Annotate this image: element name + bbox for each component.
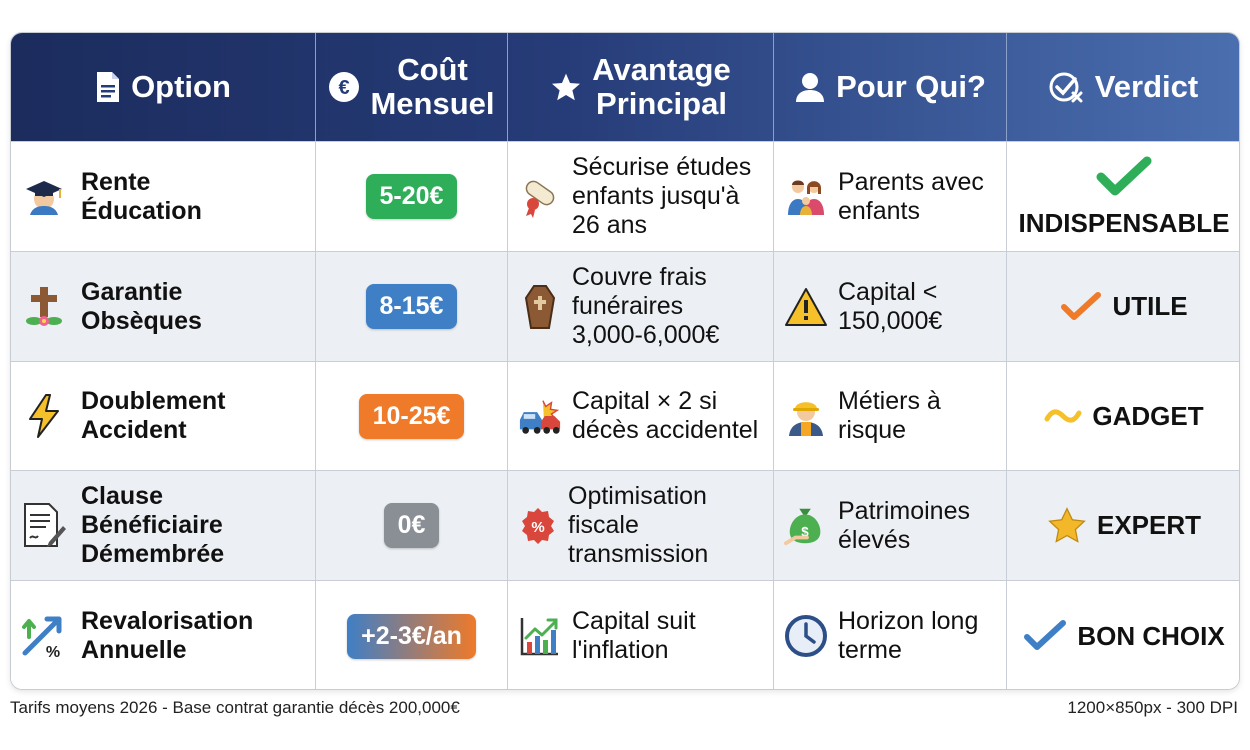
- row-3-option: Doublement Accident: [11, 361, 316, 470]
- verdict-label: UTILE: [1112, 291, 1188, 321]
- check-x-icon: [1049, 71, 1085, 103]
- cost-pill: 0€: [383, 503, 440, 548]
- growth-percent-icon: %: [21, 613, 67, 659]
- worker-icon: [784, 394, 828, 438]
- warning-icon: [784, 285, 828, 329]
- header-who: Pour Qui?: [774, 33, 1007, 141]
- who-text: Patrimoines élevés: [838, 496, 970, 554]
- car-crash-icon: [518, 394, 562, 438]
- money-bag-icon: $: [784, 504, 828, 548]
- verdict-label: INDISPENSABLE: [1018, 208, 1230, 238]
- row-5-advantage: Capital suit l'inflation: [508, 580, 774, 689]
- who-text: Parents avec enfants: [838, 167, 984, 225]
- row-1-cost: 5-20€: [316, 141, 508, 251]
- row-5-who: Horizon long terme: [774, 580, 1007, 689]
- svg-text:%: %: [46, 644, 60, 659]
- advantage-text: Couvre frais funéraires 3,000-6,000€: [572, 263, 720, 349]
- row-3-verdict: GADGET: [1007, 361, 1239, 470]
- row-4-cost: 0€: [316, 470, 508, 580]
- option-name: Doublement Accident: [81, 387, 226, 444]
- svg-text:$: $: [801, 524, 809, 539]
- cost-pill: 5-20€: [365, 174, 458, 219]
- advantage-text: Optimisation fiscale transmission: [568, 482, 709, 568]
- cost-pill: +2-3€/an: [347, 613, 476, 659]
- row-1-option: Rente Éducation: [11, 141, 316, 251]
- row-1-verdict: INDISPENSABLE: [1007, 141, 1239, 251]
- row-2-advantage: Couvre frais funéraires 3,000-6,000€: [508, 251, 774, 361]
- comparison-table: Option € Coût Mensuel Avantage Principal…: [10, 32, 1240, 690]
- row-2-who: Capital < 150,000€: [774, 251, 1007, 361]
- row-4-verdict: EXPERT: [1007, 470, 1239, 580]
- header-option-label: Option: [131, 69, 231, 104]
- row-3-cost: 10-25€: [316, 361, 508, 470]
- row-4-advantage: % Optimisation fiscale transmission: [508, 470, 774, 580]
- verdict-label: EXPERT: [1096, 510, 1202, 540]
- diploma-icon: [518, 175, 562, 219]
- family-icon: [784, 175, 828, 219]
- coffin-icon: [518, 284, 562, 329]
- tilde-icon: [1044, 407, 1082, 425]
- row-3-advantage: Capital × 2 si décès accidentel: [508, 361, 774, 470]
- lightning-icon: [21, 393, 67, 439]
- row-5-option: % Revalorisation Annuelle: [11, 580, 316, 689]
- euro-icon: €: [328, 71, 360, 103]
- row-1-who: Parents avec enfants: [774, 141, 1007, 251]
- header-verdict: Verdict: [1007, 33, 1239, 141]
- advantage-text: Sécurise études enfants jusqu'à 26 ans: [572, 153, 752, 239]
- header-verdict-label: Verdict: [1094, 69, 1199, 104]
- cost-pill: 10-25€: [358, 393, 465, 439]
- check-orange-icon: [1060, 291, 1102, 323]
- row-1-advantage: Sécurise études enfants jusqu'à 26 ans: [508, 141, 774, 251]
- who-text: Horizon long terme: [838, 607, 979, 664]
- header-advantage-label: Avantage Principal: [592, 52, 731, 121]
- star-header-icon: [550, 71, 582, 103]
- advantage-text: Capital suit l'inflation: [572, 607, 696, 664]
- graduate-icon: [21, 174, 67, 220]
- verdict-label: GADGET: [1092, 400, 1204, 431]
- header-option: Option: [11, 33, 316, 141]
- row-5-cost: +2-3€/an: [316, 580, 508, 689]
- user-icon: [794, 71, 826, 103]
- svg-text:%: %: [531, 519, 544, 536]
- verdict-label: BON CHOIX: [1077, 620, 1225, 651]
- cross-flower-icon: [21, 284, 67, 330]
- cost-pill: 8-15€: [365, 284, 458, 329]
- document-pen-icon: [21, 502, 67, 549]
- footer-spec: 1200×850px - 300 DPI: [1067, 698, 1238, 717]
- row-4-who: $ Patrimoines élevés: [774, 470, 1007, 580]
- row-2-verdict: UTILE: [1007, 251, 1239, 361]
- clock-icon: [784, 614, 828, 658]
- advantage-block: % Optimisation fiscale transmission: [518, 482, 763, 569]
- header-cost-label: Coût Mensuel: [370, 52, 495, 121]
- who-text: Métiers à risque: [838, 387, 941, 444]
- star-icon: [1047, 506, 1087, 545]
- row-2-option: Garantie Obsèques: [11, 251, 316, 361]
- check-blue-icon: [1023, 619, 1067, 653]
- header-cost: € Coût Mensuel: [316, 33, 508, 141]
- who-text: Capital < 150,000€: [838, 277, 943, 335]
- footer-note: Tarifs moyens 2026 - Base contrat garant…: [10, 698, 460, 717]
- document-icon: [95, 71, 121, 103]
- row-3-who: Métiers à risque: [774, 361, 1007, 470]
- option-name: Revalorisation Annuelle: [81, 607, 254, 664]
- option-name: Clause Bénéficiaire Démembrée: [81, 482, 225, 568]
- percent-badge-icon: %: [518, 506, 558, 546]
- advantage-text: Capital × 2 si décès accidentel: [572, 387, 759, 444]
- chart-up-icon: [518, 614, 562, 658]
- row-5-verdict: BON CHOIX: [1007, 580, 1239, 689]
- svg-text:€: €: [339, 77, 350, 99]
- header-advantage: Avantage Principal: [508, 33, 774, 141]
- option-name: Rente Éducation: [81, 167, 202, 225]
- row-2-cost: 8-15€: [316, 251, 508, 361]
- row-4-option: Clause Bénéficiaire Démembrée: [11, 470, 316, 580]
- header-who-label: Pour Qui?: [836, 69, 986, 104]
- check-green-icon: [1095, 155, 1153, 203]
- option-name: Garantie Obsèques: [81, 277, 202, 335]
